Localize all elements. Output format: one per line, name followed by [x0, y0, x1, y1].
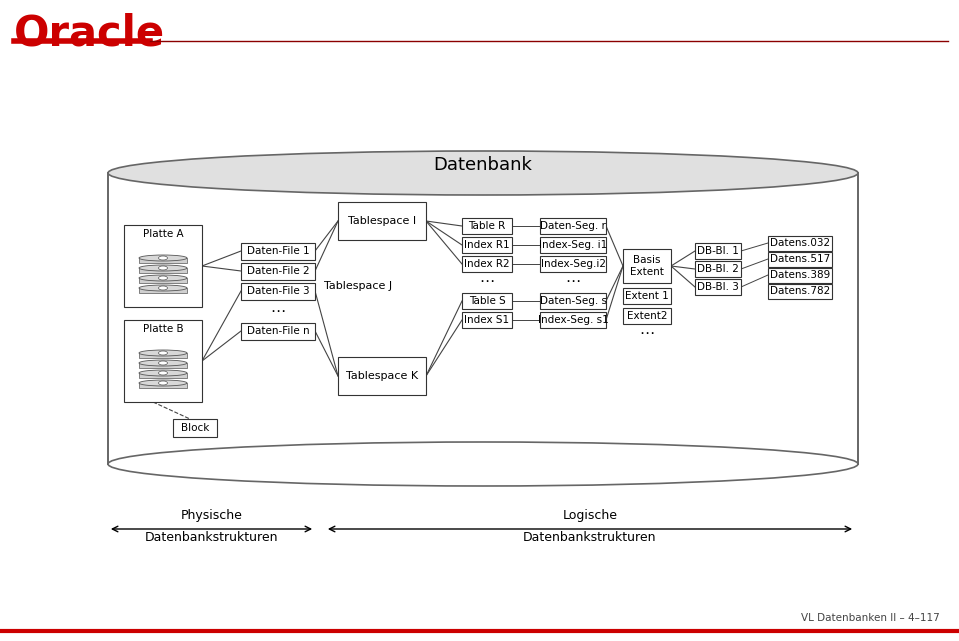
Text: Oracle: Oracle [14, 13, 165, 55]
Ellipse shape [139, 360, 187, 366]
FancyBboxPatch shape [540, 256, 606, 272]
Text: Tablespace J: Tablespace J [324, 281, 392, 291]
FancyBboxPatch shape [540, 293, 606, 309]
Text: Block: Block [181, 423, 209, 433]
Bar [139, 288, 187, 293]
Ellipse shape [158, 371, 168, 375]
FancyBboxPatch shape [695, 261, 741, 277]
FancyBboxPatch shape [124, 225, 202, 307]
Ellipse shape [139, 255, 187, 261]
Text: DB-Bl. 3: DB-Bl. 3 [697, 282, 739, 292]
Text: Extent2: Extent2 [627, 311, 667, 321]
FancyBboxPatch shape [241, 283, 315, 299]
Bar [139, 353, 187, 358]
Text: Extent 1: Extent 1 [625, 291, 668, 301]
Text: VL Datenbanken II – 4–117: VL Datenbanken II – 4–117 [802, 613, 940, 623]
Bar [139, 363, 187, 368]
Text: Platte A: Platte A [143, 229, 183, 239]
Ellipse shape [139, 370, 187, 376]
Bar [108, 173, 858, 464]
Text: ⋯: ⋯ [640, 326, 655, 340]
Text: Datens.517: Datens.517 [770, 254, 830, 264]
Bar [139, 373, 187, 378]
Text: Daten-File 3: Daten-File 3 [246, 286, 310, 296]
FancyBboxPatch shape [462, 293, 512, 309]
FancyBboxPatch shape [124, 320, 202, 402]
Text: Datens.782: Datens.782 [770, 286, 830, 296]
Ellipse shape [108, 442, 858, 486]
Bar [139, 383, 187, 388]
Bar [139, 268, 187, 273]
FancyBboxPatch shape [768, 251, 832, 267]
Text: Index-Seg. s1: Index-Seg. s1 [538, 315, 608, 325]
FancyBboxPatch shape [338, 202, 426, 240]
Text: Table S: Table S [469, 296, 505, 306]
Ellipse shape [158, 286, 168, 290]
Text: Datenbankstrukturen: Datenbankstrukturen [145, 531, 278, 544]
Ellipse shape [158, 276, 168, 280]
FancyBboxPatch shape [623, 308, 671, 324]
FancyBboxPatch shape [540, 237, 606, 253]
Text: DB-Bl. 1: DB-Bl. 1 [697, 246, 739, 256]
Text: Index S1: Index S1 [464, 315, 509, 325]
FancyBboxPatch shape [623, 288, 671, 304]
FancyBboxPatch shape [768, 235, 832, 251]
FancyBboxPatch shape [462, 312, 512, 328]
FancyBboxPatch shape [768, 267, 832, 283]
Text: ⋯: ⋯ [566, 274, 580, 288]
Ellipse shape [139, 380, 187, 386]
Ellipse shape [139, 285, 187, 291]
Text: Daten-File 1: Daten-File 1 [246, 246, 310, 256]
Text: Tablespace I: Tablespace I [348, 216, 416, 226]
Text: Physische: Physische [180, 509, 243, 522]
Text: DB-Bl. 2: DB-Bl. 2 [697, 264, 739, 274]
Ellipse shape [108, 151, 858, 195]
FancyBboxPatch shape [241, 322, 315, 340]
Ellipse shape [158, 351, 168, 355]
Text: ⋯: ⋯ [270, 303, 286, 319]
FancyBboxPatch shape [462, 256, 512, 272]
Text: Daten-File n: Daten-File n [246, 326, 310, 336]
Ellipse shape [139, 350, 187, 356]
Text: Daten-Seg. s: Daten-Seg. s [540, 296, 606, 306]
Text: Datens.389: Datens.389 [770, 270, 830, 280]
FancyBboxPatch shape [623, 249, 671, 283]
FancyBboxPatch shape [241, 242, 315, 260]
Text: Tablespace K: Tablespace K [346, 371, 418, 381]
Text: Basis
Extent: Basis Extent [630, 255, 664, 277]
Ellipse shape [139, 275, 187, 281]
Text: Datenbank: Datenbank [433, 156, 532, 174]
Text: Index-Seg. i1: Index-Seg. i1 [539, 240, 607, 250]
Ellipse shape [158, 361, 168, 365]
Text: Daten-Seg. r: Daten-Seg. r [540, 221, 606, 231]
Text: Datenbankstrukturen: Datenbankstrukturen [524, 531, 657, 544]
Text: Table R: Table R [468, 221, 505, 231]
FancyBboxPatch shape [173, 419, 217, 437]
FancyBboxPatch shape [462, 218, 512, 234]
Ellipse shape [139, 265, 187, 271]
Ellipse shape [158, 266, 168, 270]
FancyBboxPatch shape [768, 283, 832, 299]
Text: Logische: Logische [563, 509, 618, 522]
Text: Datens.032: Datens.032 [770, 238, 830, 248]
FancyBboxPatch shape [338, 357, 426, 395]
Text: Daten-File 2: Daten-File 2 [246, 266, 310, 276]
Bar [139, 258, 187, 263]
FancyBboxPatch shape [241, 263, 315, 279]
Text: ⋯: ⋯ [480, 274, 495, 288]
Text: Index R1: Index R1 [464, 240, 510, 250]
Text: Platte B: Platte B [143, 324, 183, 334]
Ellipse shape [158, 256, 168, 260]
Ellipse shape [158, 381, 168, 385]
Text: Index-Seg.i2: Index-Seg.i2 [541, 259, 605, 269]
Text: Index R2: Index R2 [464, 259, 510, 269]
Bar [139, 278, 187, 283]
FancyBboxPatch shape [462, 237, 512, 253]
FancyBboxPatch shape [695, 279, 741, 295]
FancyBboxPatch shape [540, 312, 606, 328]
FancyBboxPatch shape [695, 243, 741, 259]
FancyBboxPatch shape [540, 218, 606, 234]
